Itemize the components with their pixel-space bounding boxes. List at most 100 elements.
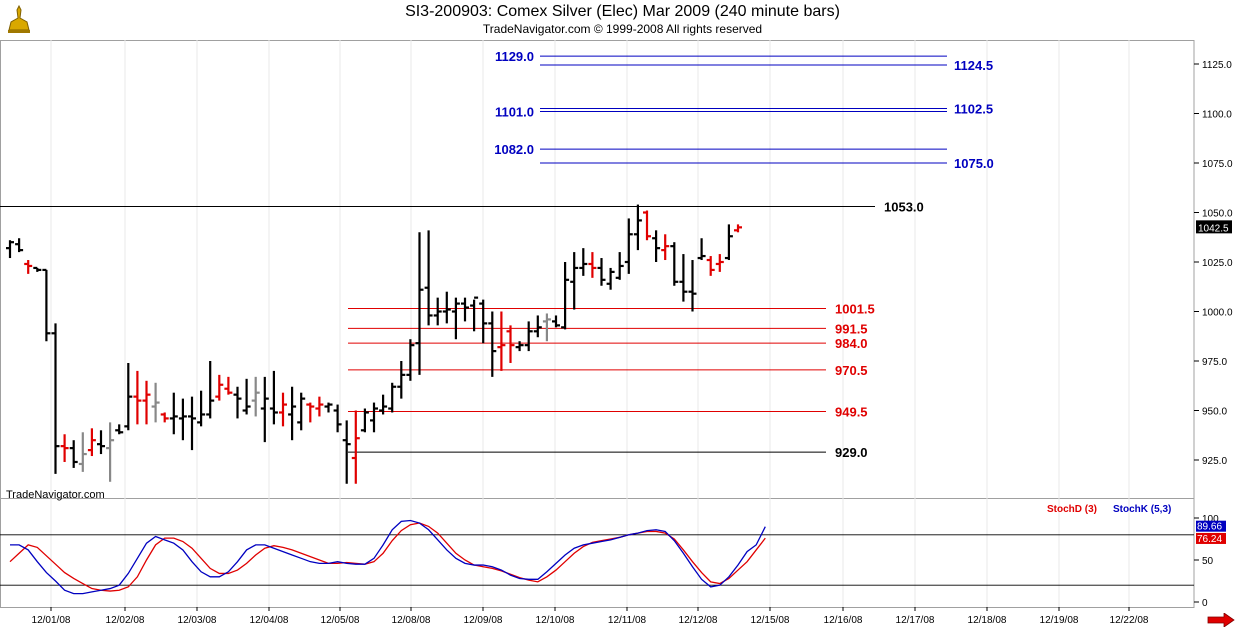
ohlc-bar bbox=[260, 376, 269, 443]
ohlc-bar bbox=[97, 430, 105, 455]
ohlc-bar bbox=[370, 402, 378, 433]
ohlc-bar bbox=[160, 412, 169, 423]
ohlc-bar bbox=[588, 252, 597, 278]
ohlc-bar bbox=[142, 380, 151, 425]
ohlc-bar bbox=[69, 440, 78, 468]
ohlc-bar bbox=[643, 210, 651, 241]
ohlc-bar bbox=[215, 374, 224, 401]
stoch-tick-label: 0 bbox=[1202, 598, 1208, 609]
ohlc-bar bbox=[670, 242, 679, 286]
resistance-label-right: 1102.5 bbox=[954, 102, 993, 117]
date-tick-label: 12/08/08 bbox=[392, 615, 431, 626]
support-label: 929.0 bbox=[835, 445, 868, 460]
date-tick-label: 12/03/08 bbox=[178, 615, 217, 626]
ohlc-bar bbox=[51, 323, 60, 474]
ohlc-bar bbox=[606, 267, 615, 290]
stoch-panel-frame bbox=[0, 498, 1195, 608]
date-tick-label: 12/05/08 bbox=[321, 615, 360, 626]
ohlc-bar bbox=[506, 325, 515, 363]
ohlc-bar bbox=[561, 262, 570, 330]
resistance-label-left: 1101.0 bbox=[495, 105, 534, 120]
ohlc-bar bbox=[424, 230, 433, 326]
ohlc-bar bbox=[615, 252, 624, 280]
date-tick-label: 12/04/08 bbox=[250, 615, 289, 626]
ohlc-bar bbox=[688, 260, 697, 312]
ohlc-bar bbox=[633, 204, 642, 251]
ohlc-bar bbox=[552, 315, 560, 328]
ohlc-bar bbox=[624, 218, 633, 274]
price-tick-label: 1125.0 bbox=[1202, 60, 1232, 71]
ohlc-bar bbox=[251, 376, 260, 417]
resistance-label-right: 1075.0 bbox=[954, 156, 994, 171]
scroll-right-arrow-icon[interactable] bbox=[1207, 613, 1235, 627]
ohlc-bar bbox=[724, 224, 733, 261]
ohlc-bar bbox=[479, 299, 488, 344]
ohlc-bar bbox=[542, 313, 551, 342]
ohlc-bar bbox=[324, 402, 333, 413]
support-label: 949.5 bbox=[835, 404, 868, 419]
resistance-label-right: 1124.5 bbox=[954, 58, 993, 73]
ohlc-bar bbox=[133, 370, 142, 425]
ohlc-bar bbox=[461, 297, 469, 322]
price-tick-label: 1000.0 bbox=[1202, 308, 1233, 319]
ohlc-bar bbox=[178, 398, 187, 441]
date-tick-label: 12/01/08 bbox=[32, 615, 71, 626]
ohlc-bar bbox=[679, 254, 688, 302]
ohlc-bar bbox=[124, 362, 133, 431]
ohlc-bar bbox=[406, 339, 415, 381]
ohlc-bar bbox=[442, 291, 451, 324]
watermark: TradeNavigator.com bbox=[6, 489, 105, 501]
last-price-box bbox=[1196, 220, 1232, 234]
stoch-k-value: 89.66 bbox=[1197, 522, 1222, 533]
ohlc-bar bbox=[233, 386, 242, 419]
price-tick-label: 1075.0 bbox=[1202, 159, 1233, 170]
ohlc-bar bbox=[115, 424, 124, 435]
support-label: 984.0 bbox=[835, 336, 868, 351]
ohlc-bar bbox=[224, 376, 233, 395]
ohlc-bar bbox=[279, 392, 287, 427]
ohlc-bar bbox=[151, 382, 160, 423]
ohlc-bar bbox=[87, 428, 96, 457]
ohlc-bar bbox=[524, 321, 533, 352]
date-tick-label: 12/02/08 bbox=[106, 615, 145, 626]
legend-stoch-d: StochD (3) bbox=[1047, 504, 1097, 515]
legend-stoch-k: StochK (5,3) bbox=[1113, 504, 1172, 515]
ohlc-bar bbox=[24, 260, 33, 274]
price-tick-label: 950.0 bbox=[1202, 407, 1227, 418]
ohlc-bar bbox=[579, 248, 588, 276]
ohlc-bar bbox=[379, 394, 388, 415]
price-panel-frame bbox=[0, 40, 1195, 499]
resistance-label-left: 1129.0 bbox=[495, 49, 534, 64]
ohlc-bar bbox=[269, 370, 278, 425]
date-tick-label: 12/18/08 bbox=[968, 615, 1007, 626]
ohlc-bar bbox=[6, 240, 14, 259]
stoch-k-line bbox=[10, 519, 766, 595]
ohlc-bar bbox=[288, 386, 297, 441]
price-tick-label: 1025.0 bbox=[1202, 258, 1233, 269]
ohlc-bar bbox=[106, 422, 115, 482]
ohlc-bar bbox=[652, 230, 661, 262]
pivot-label: 1053.0 bbox=[884, 200, 924, 215]
support-label: 1001.5 bbox=[835, 302, 875, 317]
support-label: 970.5 bbox=[835, 363, 868, 378]
ohlc-bar bbox=[433, 297, 442, 326]
ohlc-bar bbox=[570, 252, 579, 310]
stoch-k-value-box bbox=[1196, 520, 1226, 532]
ohlc-bar bbox=[533, 315, 542, 338]
chart-header: SI3-200903: Comex Silver (Elec) Mar 2009… bbox=[0, 0, 1245, 40]
date-tick-label: 12/17/08 bbox=[896, 615, 935, 626]
stoch-d-value: 76.24 bbox=[1197, 534, 1222, 545]
ohlc-bar bbox=[451, 297, 460, 340]
ohlc-bar bbox=[342, 420, 351, 484]
ohlc-bar bbox=[78, 432, 87, 472]
trade-navigator-logo-icon bbox=[8, 4, 30, 33]
stoch-d-value-box bbox=[1196, 532, 1226, 544]
price-tick-label: 925.0 bbox=[1202, 456, 1227, 467]
ohlc-bar bbox=[360, 408, 369, 433]
ohlc-bar bbox=[60, 434, 69, 462]
ohlc-bar bbox=[661, 234, 670, 261]
date-tick-label: 12/12/08 bbox=[679, 615, 718, 626]
date-tick-label: 12/22/08 bbox=[1110, 615, 1149, 626]
ohlc-bar bbox=[169, 392, 178, 435]
